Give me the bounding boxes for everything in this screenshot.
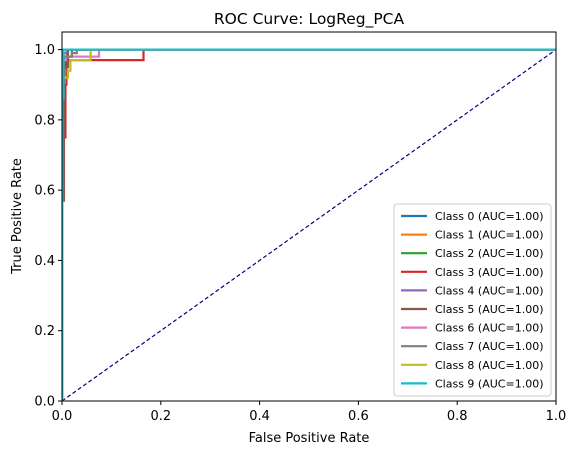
legend-label-class-0: Class 0 (AUC=1.00) <box>435 210 543 223</box>
plot-frame <box>61 31 557 402</box>
y-tick-label: 0.4 <box>34 254 55 269</box>
plot-area <box>62 48 556 401</box>
y-axis-label: True Positive Rate <box>10 158 25 275</box>
legend-label-class-2: Class 2 (AUC=1.00) <box>435 247 543 260</box>
legend-label-class-7: Class 7 (AUC=1.00) <box>435 340 543 353</box>
legend-label-class-3: Class 3 (AUC=1.00) <box>435 266 543 279</box>
legend: Class 0 (AUC=1.00) Class 1 (AUC=1.00) Clas… <box>393 203 552 397</box>
y-tick-label: 1.0 <box>34 43 55 58</box>
y-tick-label: 0.6 <box>34 184 55 199</box>
x-tick-label: 0.0 <box>52 409 73 424</box>
legend-label-class-8: Class 8 (AUC=1.00) <box>435 359 543 372</box>
legend-label-class-4: Class 4 (AUC=1.00) <box>435 284 543 297</box>
y-tick-label: 0.0 <box>34 395 55 410</box>
x-tick-label: 0.8 <box>447 409 468 424</box>
legend-label-class-5: Class 5 (AUC=1.00) <box>435 303 543 316</box>
x-tick-label: 0.2 <box>150 409 171 424</box>
legend-label-class-6: Class 6 (AUC=1.00) <box>435 322 543 335</box>
x-axis: 0.0 0.2 0.4 0.6 0.8 1.0 <box>52 401 567 424</box>
chance-diagonal-line <box>62 49 556 401</box>
legend-label-class-9: Class 9 (AUC=1.00) <box>435 377 543 390</box>
chart-title: ROC Curve: LogReg_PCA <box>214 10 405 29</box>
legend-label-class-1: Class 1 (AUC=1.00) <box>435 229 543 242</box>
y-tick-label: 0.8 <box>34 113 55 128</box>
legend-frame <box>393 203 552 397</box>
x-tick-label: 0.4 <box>249 409 270 424</box>
x-tick-label: 0.6 <box>348 409 369 424</box>
y-axis: 0.0 0.2 0.4 0.6 0.8 1.0 <box>34 43 62 410</box>
y-tick-label: 0.2 <box>34 324 55 339</box>
x-axis-label: False Positive Rate <box>249 431 370 446</box>
series-line-class-9 <box>62 48 556 401</box>
x-tick-label: 1.0 <box>546 409 567 424</box>
